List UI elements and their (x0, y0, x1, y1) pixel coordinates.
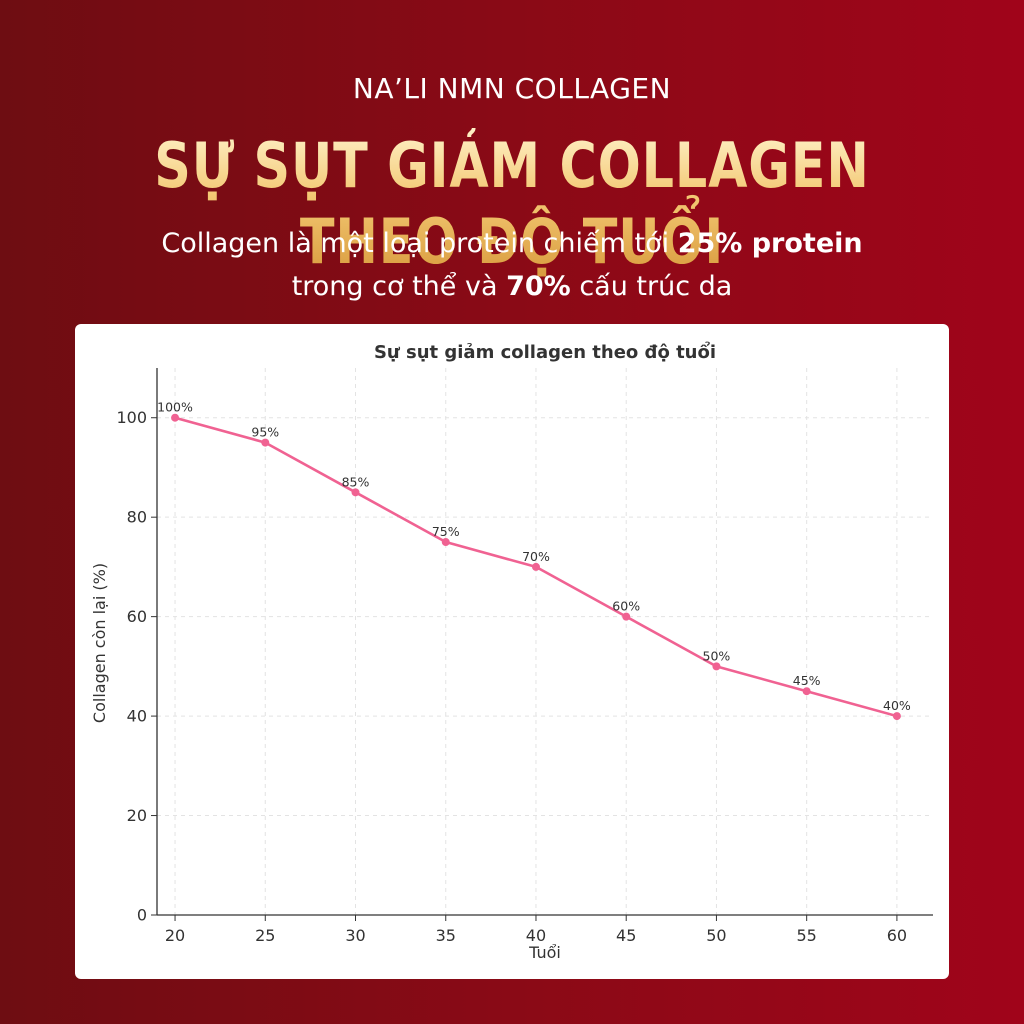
x-tick-label: 35 (436, 926, 456, 945)
subtitle-line-2-text: trong cơ thể và (291, 271, 507, 302)
data-label: 50% (703, 648, 731, 663)
data-point (802, 687, 811, 696)
x-tick-label: 60 (887, 926, 907, 945)
grid (157, 368, 933, 916)
subtitle-line-2: trong cơ thể và 70% cấu trúc da (0, 265, 1024, 308)
data-point (441, 538, 450, 547)
y-tick-label: 20 (127, 806, 147, 825)
x-axis-label: Tuổi (528, 943, 561, 962)
x-tick-label: 50 (706, 926, 726, 945)
subtitle-line-1: Collagen là một loại protein chiếm tới 2… (0, 222, 1024, 265)
series: 100% 95% 85% 75% 70% 60% 50% 45% 40% (157, 400, 911, 721)
subtitle-line-1-text: Collagen là một loại protein chiếm tới (161, 228, 678, 259)
data-point (261, 438, 270, 447)
y-tick-label: 60 (127, 607, 147, 626)
x-tick-label: 40 (526, 926, 546, 945)
data-point (171, 413, 180, 422)
chart-title: Sự sụt giảm collagen theo độ tuổi (374, 341, 716, 363)
data-label: 70% (522, 549, 550, 564)
x-tick-label: 55 (796, 926, 816, 945)
subtitle-line-2-tail: cấu trúc da (570, 271, 733, 302)
y-tick-label: 80 (127, 508, 147, 527)
headline: SỰ SỤT GIẢM COLLAGEN THEO ĐỘ TUỔI (92, 128, 932, 280)
data-label: 45% (793, 673, 821, 688)
data-label: 85% (342, 474, 370, 489)
x-tick-label: 45 (616, 926, 636, 945)
subtitle-line-1-bold: 25% protein (677, 228, 863, 259)
data-point (351, 488, 360, 497)
data-point (892, 712, 901, 721)
subtitle-line-2-bold: 70% (506, 271, 571, 302)
y-tick-label: 40 (127, 707, 147, 726)
data-label: 60% (612, 599, 640, 614)
ticks: 0 20 40 60 80 100 20 25 30 35 40 45 50 55 60 (116, 408, 907, 945)
x-tick-label: 20 (165, 926, 185, 945)
data-label: 75% (432, 524, 460, 539)
brand-name: NA’LI NMN COLLAGEN (352, 72, 672, 105)
y-axis-label: Collagen còn lại (%) (90, 563, 109, 723)
chart-card: Sự sụt giảm collagen theo độ tuổi 0 20 40 6… (75, 324, 949, 979)
x-tick-label: 25 (255, 926, 275, 945)
data-point (622, 612, 631, 621)
y-tick-label: 0 (137, 906, 147, 925)
data-point (712, 662, 721, 671)
x-tick-label: 30 (345, 926, 365, 945)
data-label: 95% (251, 425, 279, 440)
subtitle: Collagen là một loại protein chiếm tới 2… (0, 222, 1024, 308)
data-label: 40% (883, 698, 911, 713)
data-point (531, 562, 540, 571)
axes (156, 368, 933, 916)
y-tick-label: 100 (116, 408, 147, 427)
line-chart: Sự sụt giảm collagen theo độ tuổi 0 20 40 6… (90, 341, 933, 962)
data-label: 100% (157, 400, 193, 415)
